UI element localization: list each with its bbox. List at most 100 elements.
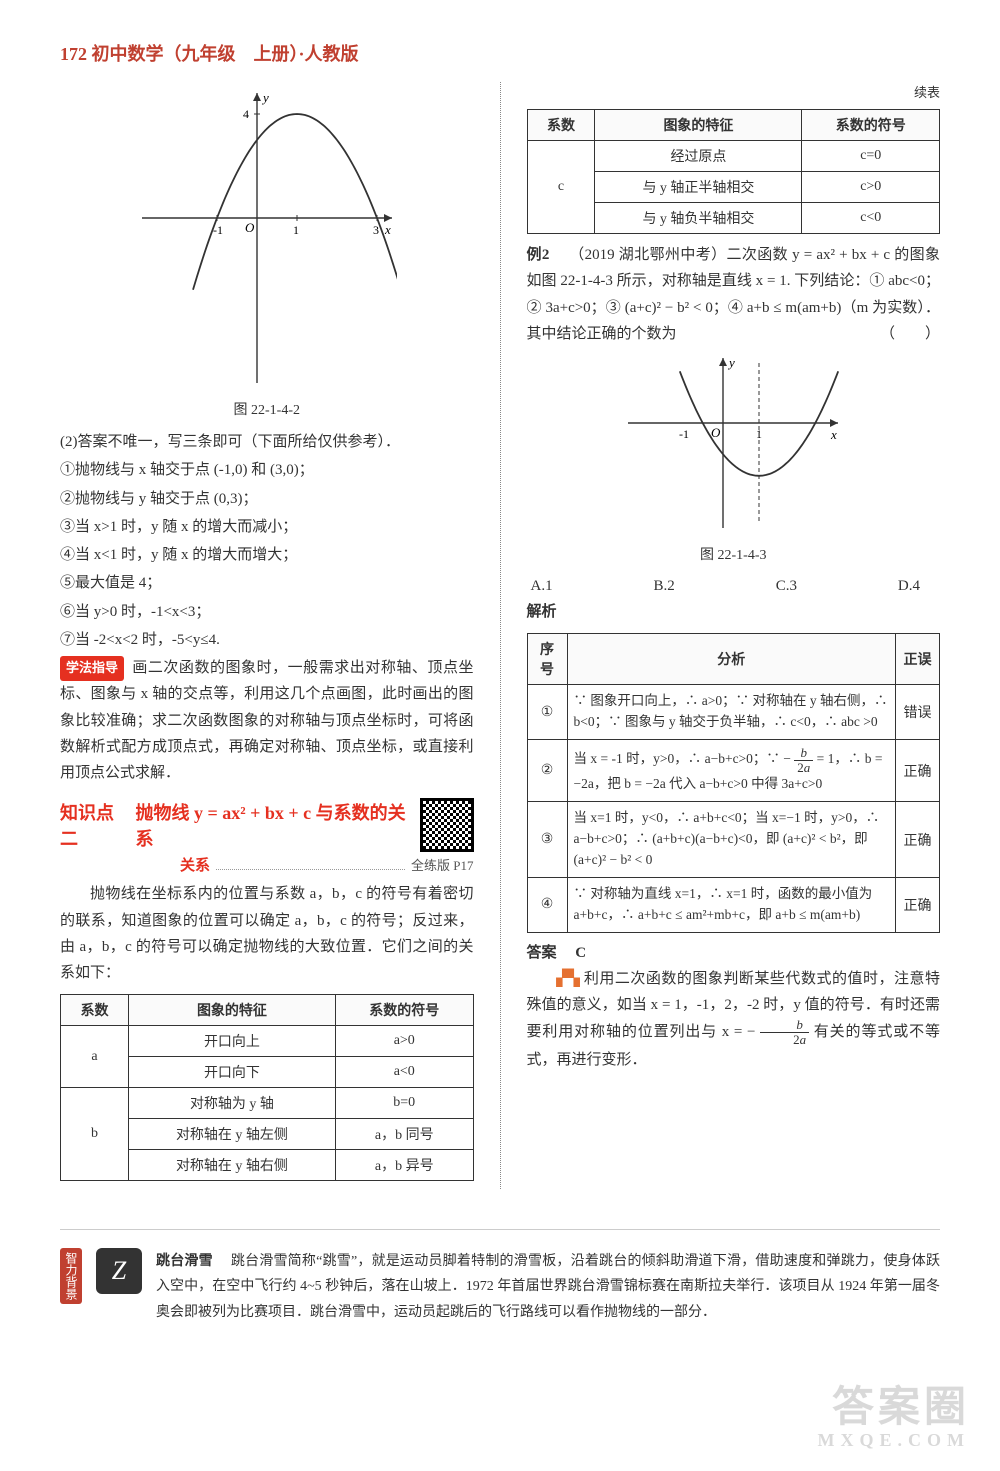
- analysis-result: 错误: [896, 685, 940, 740]
- analysis-text: ∵ 对称轴为直线 x=1，∴ x=1 时，函数的最小值为 a+b+c，∴ a+b…: [567, 878, 896, 933]
- page-title: 初中数学（九年级 上册）·人教版: [92, 44, 359, 64]
- th-no: 序号: [527, 634, 567, 685]
- mc-choices: A.1 B.2 C.3 D.4: [527, 574, 941, 597]
- analysis-result: 正确: [896, 740, 940, 802]
- svg-text:O: O: [245, 220, 255, 235]
- feat-cell: 经过原点: [595, 141, 802, 172]
- kp2-title: 抛物线 y = ax² + bx + c 与系数的关系: [135, 799, 413, 851]
- figure-22-1-4-3: Oxy-11 图 22-1-4-3: [527, 353, 941, 564]
- analysis-result: 正确: [896, 878, 940, 933]
- sign-cell: a>0: [335, 1026, 473, 1057]
- jiexi-label: 解析: [527, 604, 557, 620]
- svg-text:1: 1: [293, 223, 299, 237]
- feat-cell: 开口向上: [128, 1026, 335, 1057]
- sign-cell: a，b 异号: [335, 1150, 473, 1181]
- feat-cell: 与 y 轴正半轴相交: [595, 172, 802, 203]
- kp2-text: 抛物线在坐标系内的位置与系数 a，b，c 的符号有着密切的联系，知道图象的位置可…: [60, 881, 474, 986]
- answer-item: ③当 x>1 时，y 随 x 的增大而减小；: [60, 514, 474, 540]
- svg-text:-1: -1: [679, 427, 689, 441]
- left-column: Oxy-1134 图 22-1-4-2 (2)答案不唯一，写三条即可（下面所给仅…: [60, 82, 474, 1189]
- coef-cell: c: [527, 141, 595, 234]
- analysis-no: ④: [527, 878, 567, 933]
- answer-bracket: （ ）: [880, 321, 940, 347]
- feat-cell: 与 y 轴负半轴相交: [595, 203, 802, 234]
- figure-2-caption: 图 22-1-4-3: [527, 544, 941, 564]
- footer-body: 跳台滑雪简称“跳雪”，就是运动员脚着特制的滑雪板，沿着跳台的倾斜助滑道下滑，借助…: [156, 1254, 940, 1319]
- continued-table-label: 续表: [527, 82, 941, 101]
- th-feat: 图象的特征: [595, 110, 802, 141]
- answer-line: 答案 C: [527, 941, 941, 962]
- analysis-no: ③: [527, 802, 567, 878]
- analysis-table: 序号 分析 正误 ①∵ 图象开口向上，∴ a>0；∵ 对称轴在 y 轴右侧，∴ …: [527, 633, 941, 933]
- coef-cell: a: [61, 1026, 129, 1088]
- sign-cell: a<0: [335, 1057, 473, 1088]
- dotted-leader: [216, 860, 405, 870]
- answer-item: ⑦当 -2<x<2 时，-5<y≤4.: [60, 627, 474, 653]
- column-divider: [500, 82, 501, 1189]
- kp2-label: 知识点二: [60, 799, 129, 851]
- example-2: 例2 （2019 湖北鄂州中考）二次函数 y = ax² + bx + c 的图…: [527, 242, 941, 347]
- figure-22-1-4-2: Oxy-1134 图 22-1-4-2: [60, 88, 474, 419]
- feat-cell: 对称轴为 y 轴: [128, 1088, 335, 1119]
- answer-item: ④当 x<1 时，y 随 x 的增大而增大；: [60, 542, 474, 568]
- svg-text:x: x: [384, 222, 391, 237]
- analysis-label: 解析: [527, 599, 941, 625]
- svg-text:O: O: [711, 425, 721, 440]
- answers-intro: (2)答案不唯一，写三条即可（下面所给仅供参考）．: [60, 429, 474, 455]
- analysis-text: ∵ 图象开口向上，∴ a>0；∵ 对称轴在 y 轴右侧，∴ b<0；∵ 图象与 …: [567, 685, 896, 740]
- footer-tab: 智力背景: [60, 1248, 82, 1304]
- sign-cell: c=0: [802, 141, 940, 172]
- footer-title: 跳台滑雪: [156, 1252, 213, 1268]
- svg-text:4: 4: [243, 107, 249, 121]
- svg-text:y: y: [727, 355, 735, 370]
- answer-item: ⑥当 y>0 时，-1<x<3；: [60, 599, 474, 625]
- th-feat: 图象的特征: [128, 995, 335, 1026]
- page-header: 172 初中数学（九年级 上册）·人教版: [60, 40, 940, 66]
- watermark: 答案圈 MXQE.COM: [818, 1385, 970, 1451]
- sign-cell: b=0: [335, 1088, 473, 1119]
- footer-block: 智力背景 Z 跳台滑雪 跳台滑雪简称“跳雪”，就是运动员脚着特制的滑雪板，沿着跳…: [60, 1229, 940, 1325]
- ski-jump-icon: Z: [96, 1248, 142, 1294]
- knowledge-point-2-header: 知识点二 抛物线 y = ax² + bx + c 与系数的关系: [60, 798, 474, 852]
- th-res: 正误: [896, 634, 940, 685]
- feat-cell: 对称轴在 y 轴左侧: [128, 1119, 335, 1150]
- qr-code-icon: [420, 798, 474, 852]
- choice-c[interactable]: C.3: [776, 578, 797, 595]
- answer-value: C: [575, 945, 586, 961]
- svg-text:x: x: [830, 427, 837, 442]
- sign-cell: c>0: [802, 172, 940, 203]
- analysis-text: 当 x=1 时，y<0，∴ a+b+c<0；当 x=−1 时，y>0，∴ a−b…: [567, 802, 896, 878]
- analysis-text: 当 x = -1 时，y>0，∴ a−b+c>0；∵ − b2a = 1，∴ b…: [567, 740, 896, 802]
- choice-d[interactable]: D.4: [898, 578, 920, 595]
- choice-b[interactable]: B.2: [654, 578, 675, 595]
- answer-item: ②抛物线与 y 轴交于点 (0,3)；: [60, 486, 474, 512]
- th-coef: 系数: [61, 995, 129, 1026]
- method-tip: 学法指导 画二次函数的图象时，一般需求出对称轴、顶点坐标、图象与 x 轴的交点等…: [60, 655, 474, 786]
- ex2-text: （2019 湖北鄂州中考）二次函数 y = ax² + bx + c 的图象如图…: [527, 247, 941, 342]
- footer-text: 跳台滑雪 跳台滑雪简称“跳雪”，就是运动员脚着特制的滑雪板，沿着跳台的倾斜助滑道…: [156, 1248, 940, 1325]
- analysis-no: ②: [527, 740, 567, 802]
- parabola-graph-2: Oxy-11: [623, 353, 843, 533]
- page-number: 172: [60, 44, 87, 64]
- th-ana: 分析: [567, 634, 896, 685]
- coefficient-table-ab: 系数 图象的特征 系数的符号 a开口向上a>0开口向下a<0b对称轴为 y 轴b…: [60, 994, 474, 1181]
- watermark-small: MXQE.COM: [818, 1431, 970, 1451]
- ex2-label: 例2: [527, 247, 550, 263]
- answer-item: ①抛物线与 x 轴交于点 (-1,0) 和 (3,0)；: [60, 457, 474, 483]
- main-columns: Oxy-1134 图 22-1-4-2 (2)答案不唯一，写三条即可（下面所给仅…: [60, 82, 940, 1189]
- brush-icon: ▞▚: [557, 971, 580, 987]
- parabola-graph-1: Oxy-1134: [137, 88, 397, 388]
- final-tip: ▞▚ 利用二次函数的图象判断某些代数式的值时，注意特殊值的意义，如当 x = 1…: [527, 966, 941, 1073]
- watermark-big: 答案圈: [832, 1385, 970, 1431]
- figure-1-caption: 图 22-1-4-2: [60, 399, 474, 419]
- choice-a[interactable]: A.1: [531, 578, 553, 595]
- tip-badge: 学法指导: [60, 656, 124, 681]
- feat-cell: 对称轴在 y 轴右侧: [128, 1150, 335, 1181]
- analysis-no: ①: [527, 685, 567, 740]
- th-sign: 系数的符号: [335, 995, 473, 1026]
- coefficient-table-c: 系数 图象的特征 系数的符号 c经过原点c=0与 y 轴正半轴相交c>0与 y …: [527, 109, 941, 234]
- sign-cell: a，b 同号: [335, 1119, 473, 1150]
- final-tip-text: 利用二次函数的图象判断某些代数式的值时，注意特殊值的意义，如当 x = 1，-1…: [527, 971, 941, 1068]
- kp2-ref: 全练版 P17: [411, 855, 473, 874]
- kp2-subword: 关系: [180, 854, 210, 875]
